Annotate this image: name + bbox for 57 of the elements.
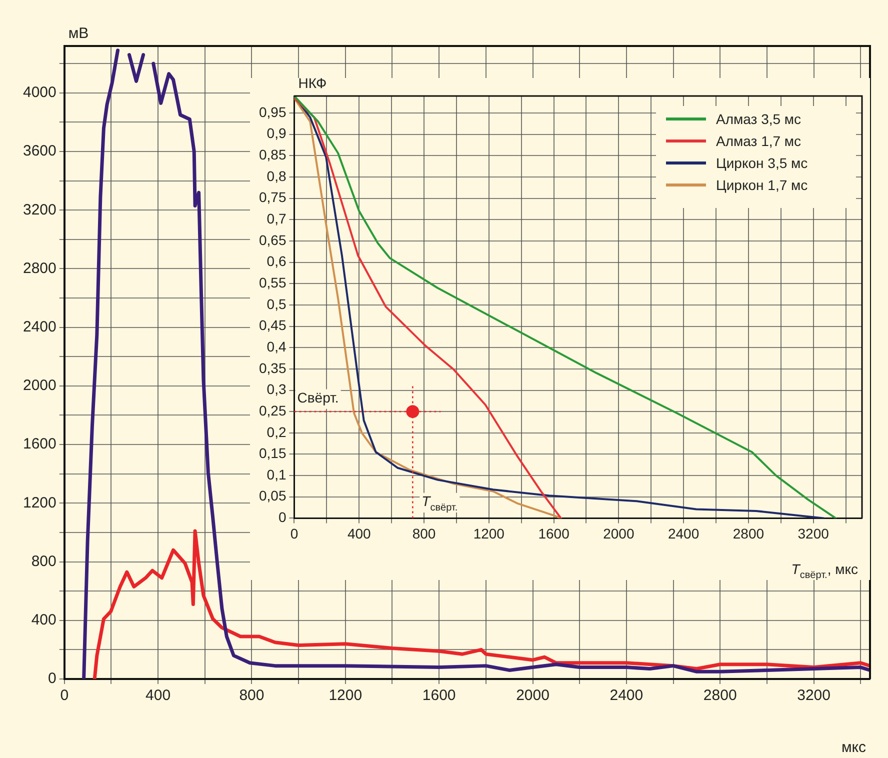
legend-label: Алмаз 1,7 мс: [716, 133, 802, 149]
x-tick-label: 2000: [603, 525, 634, 542]
y-tick-label: 0,8: [266, 168, 286, 184]
y-axis-title: НКФ: [298, 75, 327, 91]
y-tick-label: 2400: [22, 318, 56, 336]
x-tick-label: 2400: [610, 687, 644, 704]
y-tick-label: 1600: [22, 436, 56, 453]
y-tick-label: 2800: [22, 260, 56, 277]
y-tick-label: 0,7: [266, 210, 286, 227]
y-tick-label: 0,55: [259, 274, 286, 291]
legend-label: Циркон 3,5 мс: [716, 155, 808, 171]
legend-label: Циркон 1,7 мс: [716, 177, 808, 193]
x-axis-title: мкс: [841, 739, 866, 756]
x-tick-label: 1200: [328, 687, 362, 704]
x-tick-label: 2800: [703, 687, 737, 704]
x-tick-label: 800: [412, 525, 436, 542]
x-tick-label: 2800: [732, 525, 764, 542]
y-tick-label: 0,05: [259, 488, 286, 504]
x-tick-label: 1600: [422, 687, 456, 704]
x-tick-label: 800: [239, 687, 264, 704]
y-tick-label: 0,2: [266, 424, 286, 440]
y-tick-label: 0,1: [266, 466, 286, 482]
x-tick-label: 400: [146, 687, 171, 704]
x-tick-label: 1600: [538, 525, 570, 542]
y-tick-label: 0,5: [266, 296, 286, 312]
x-tick-label: 3200: [798, 525, 830, 542]
y-tick-label: 0,6: [266, 253, 286, 270]
y-axis-title: мВ: [68, 25, 89, 42]
y-tick-label: 0,9: [266, 125, 286, 142]
legend-label: Алмаз 3,5 мс: [716, 111, 802, 127]
y-tick-label: 0,3: [266, 381, 286, 398]
y-tick-label: 400: [31, 612, 56, 629]
x-tick-label: 2400: [668, 525, 700, 542]
y-tick-label: 0,65: [259, 232, 286, 248]
x-tick-label: 400: [347, 525, 372, 542]
y-tick-label: 0,45: [259, 317, 286, 334]
x-tick-label: 0: [290, 525, 298, 542]
x-tick-label: 2000: [516, 687, 550, 704]
y-tick-label: 3600: [22, 142, 56, 160]
y-tick-label: 0,95: [259, 104, 286, 120]
x-tick-label: 0: [60, 687, 69, 704]
y-tick-label: 0,35: [259, 360, 286, 376]
x-tick-label: 3200: [797, 687, 830, 704]
ref-line-label: Свёрт.: [297, 390, 339, 406]
y-tick-label: 0,25: [259, 402, 286, 418]
y-tick-label: 0: [48, 670, 56, 688]
y-tick-label: 0,4: [266, 338, 286, 354]
x-tick-label: 1200: [473, 525, 505, 542]
y-tick-label: 4000: [22, 84, 56, 102]
y-tick-label: 0: [278, 509, 286, 526]
y-tick-label: 1200: [22, 494, 56, 512]
y-tick-label: 3200: [22, 201, 56, 218]
y-tick-label: 0,75: [259, 189, 286, 206]
y-tick-label: 2000: [22, 377, 56, 394]
y-tick-label: 0,15: [259, 445, 286, 462]
y-tick-label: 0,85: [259, 146, 286, 163]
y-tick-label: 800: [31, 552, 56, 570]
